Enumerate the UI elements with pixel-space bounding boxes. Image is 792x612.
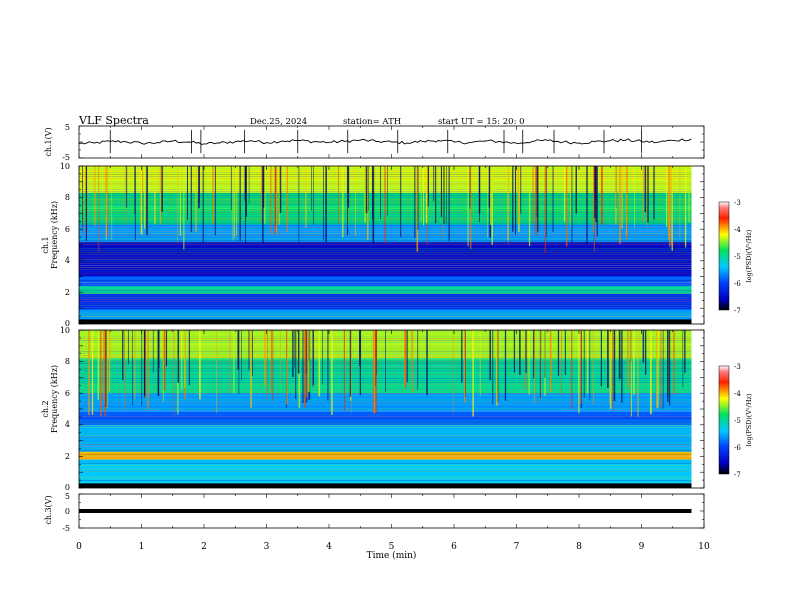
x-tick-5: 5 (389, 542, 395, 552)
station-label: station= ATH (343, 117, 401, 127)
x-tick-9: 9 (639, 542, 645, 552)
ch1-colorbar-scale (718, 201, 730, 311)
ch1-spectrogram-ticks (78, 165, 705, 325)
ch3-ytick-bottom: -5 (62, 524, 70, 533)
x-tick-3: 3 (264, 542, 270, 552)
ch2-cbar-tick-m5: -5 (734, 417, 741, 425)
ch1-spectrogram-image (79, 166, 692, 324)
x-tick-8: 8 (576, 542, 582, 552)
ch2-cbar-tick-m4: -4 (734, 390, 741, 398)
ch1-waveform-spikes (109, 129, 642, 154)
spectrogram-band-2 (79, 293, 692, 310)
ch3-ylabel: ch.3(V) (44, 495, 53, 524)
ch2-ytick-0: 0 (65, 483, 70, 492)
ch3-ytick-top: 5 (65, 492, 70, 501)
ch1-ytick-4: 4 (65, 256, 70, 265)
ch1-waveform-ticks (78, 125, 705, 159)
x-tick-6: 6 (451, 542, 457, 552)
ch1-cbar-tick-m7: -7 (734, 307, 741, 315)
ch1-ytick-8: 8 (65, 193, 70, 202)
ch3-waveform-panel: 5 0 -5 ch.3(V) (44, 492, 705, 533)
ch2-channel-label: ch.2 (41, 400, 50, 417)
ch1-cbar-tick-m6: -6 (734, 280, 741, 288)
spectrogram-baseline (79, 484, 692, 488)
ch2-ytick-10: 10 (60, 326, 70, 335)
ch1-ytick-6: 6 (65, 225, 70, 234)
spectrogram-baseline (79, 320, 692, 324)
ch1-waveform-line (78, 138, 692, 145)
ch2-spectrogram-ticks (78, 329, 705, 489)
ch1-ytick-2: 2 (65, 288, 70, 297)
start-ut-label: start UT = 15: 20: 0 (438, 117, 525, 127)
ch1-channel-label: ch.1 (41, 236, 50, 253)
ch2-colorbar-scale (718, 365, 730, 475)
spectrogram-band-5 (79, 393, 692, 413)
x-axis-label: Time (min) (367, 550, 417, 561)
ch2-ytick-6: 6 (65, 389, 70, 398)
ch2-ytick-2: 2 (65, 452, 70, 461)
ch1-ytick-0: 0 (65, 319, 70, 328)
x-tick-1: 1 (139, 542, 145, 552)
x-tick-2: 2 (201, 542, 207, 552)
ch3-ytick-zero: 0 (65, 507, 70, 516)
date-label: Dec.25, 2024 (250, 117, 307, 127)
x-tick-4: 4 (326, 542, 332, 552)
figure-title: VLF Spectra (78, 114, 149, 127)
spectrogram-band-4 (79, 276, 692, 287)
ch1-colorbar: -3 -4 -5 -6 -7 log(PSD)(V²/Hz) (718, 199, 753, 315)
ch1-waveform-panel: 5 -5 ch.1(V) (44, 123, 705, 162)
spectrogram-band-5 (79, 241, 692, 277)
spectrogram-band-4 (79, 412, 692, 425)
ch1-cbar-tick-m5: -5 (734, 253, 741, 261)
spectrogram-band-3 (79, 424, 692, 452)
ch2-colorbar: -3 -4 -5 -6 -7 log(PSD)(V²/Hz) (718, 363, 753, 479)
ch1-ytick-bottom: -5 (62, 153, 70, 162)
ch2-cbar-tick-m7: -7 (734, 471, 741, 479)
ch2-frequency-label: Frequency (kHz) (50, 365, 59, 433)
spectrogram-band-2 (79, 451, 692, 460)
ch1-cbar-tick-m3: -3 (734, 199, 741, 207)
ch2-spectrogram-image (79, 330, 692, 488)
x-tick-10: 10 (698, 542, 710, 552)
ch2-cbar-label: log(PSD)(V²/Hz) (745, 393, 753, 446)
x-tick-7: 7 (514, 542, 520, 552)
ch1-cbar-label: log(PSD)(V²/Hz) (745, 229, 753, 282)
ch2-cbar-tick-m6: -6 (734, 444, 741, 452)
spectrogram-band-1 (79, 459, 692, 484)
ch2-spectrogram-panel: 0 2 4 6 8 10 ch.2 Frequency (kHz) (41, 326, 705, 492)
ch1-cbar-tick-m4: -4 (734, 226, 741, 234)
ch2-cbar-tick-m3: -3 (734, 363, 741, 371)
ch1-spectrogram-panel: 0 2 4 6 8 10 ch.1 Frequency (kHz) (41, 162, 705, 328)
ch1-frequency-label: Frequency (kHz) (50, 201, 59, 269)
ch1-ylabel: ch.1(V) (44, 127, 53, 156)
spectrogram-band-3 (79, 286, 692, 294)
ch1-ytick-10: 10 (60, 162, 70, 171)
ch2-ytick-4: 4 (65, 420, 70, 429)
ch1-ytick-top: 5 (65, 123, 70, 132)
spectrogram-band-1 (79, 309, 692, 320)
ch2-ytick-8: 8 (65, 357, 70, 366)
x-tick-0: 0 (76, 542, 82, 552)
